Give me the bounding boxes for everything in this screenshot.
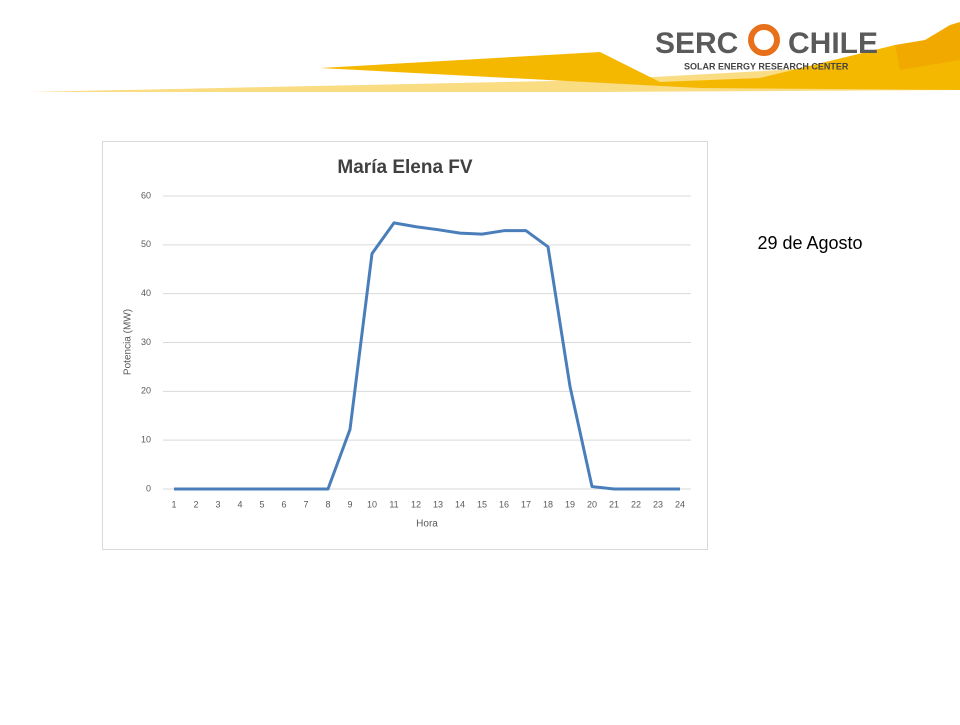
x-tick-label: 18 [543,499,553,509]
chart-frame [102,141,708,550]
x-tick-label: 17 [521,499,531,509]
y-tick-label: 20 [141,386,151,396]
x-tick-label: 10 [367,499,377,509]
x-tick-label: 6 [281,499,286,509]
x-tick-label: 2 [193,499,198,509]
logo-tagline: SOLAR ENERGY RESEARCH CENTER [684,61,849,71]
x-tick-label: 12 [411,499,421,509]
x-tick-label: 8 [325,499,330,509]
logo-text: CHILE [788,27,878,60]
y-tick-label: 60 [141,190,151,200]
y-tick-label: 30 [141,337,151,347]
x-tick-label: 3 [215,499,220,509]
y-tick-label: 40 [141,288,151,298]
decor-swoosh [320,30,960,90]
x-tick-label: 7 [303,499,308,509]
x-tick-label: 4 [237,499,242,509]
x-tick-label: 5 [259,499,264,509]
x-tick-label: 19 [565,499,575,509]
logo-text: SERC [655,27,738,60]
chart-title: María Elena FV [337,157,472,178]
data-line [174,221,680,491]
x-tick-label: 9 [347,499,352,509]
x-tick-label: 1 [171,499,176,509]
y-axis-label: Potencia (MW) [123,309,134,375]
x-tick-label: 24 [675,499,685,509]
logo-sun [748,24,780,56]
y-tick-label: 50 [141,239,151,249]
x-tick-label: 14 [455,499,465,509]
slide-note: 29 de Agosto [757,233,862,253]
x-tick-label: 15 [477,499,487,509]
x-axis-label: Hora [416,519,438,530]
x-tick-label: 23 [653,499,663,509]
x-tick-label: 13 [433,499,443,509]
y-tick-label: 10 [141,435,151,445]
x-tick-label: 20 [587,499,597,509]
x-tick-label: 11 [389,499,398,509]
x-tick-label: 22 [631,499,641,509]
y-tick-label: 0 [146,483,151,493]
x-tick-label: 21 [609,499,619,509]
x-tick-label: 16 [499,499,509,509]
decor-swoosh [895,22,960,70]
